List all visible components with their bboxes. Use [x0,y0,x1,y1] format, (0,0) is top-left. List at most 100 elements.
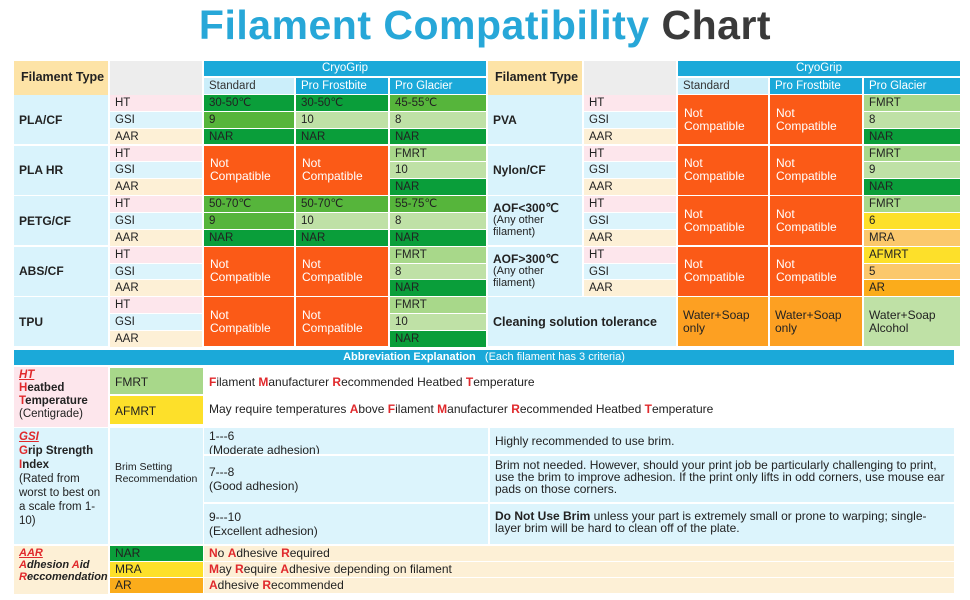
frost-value: 10 [296,111,388,128]
standard-header: Standard [678,78,768,94]
glac-value: 10 [390,162,486,179]
frost-not-compatible: Not Compatible [296,297,388,347]
frost-not-compatible: Not Compatible [770,145,862,195]
glac-value: AFMRT [864,246,960,263]
frost-not-compatible: Not Compatible [296,246,388,296]
header-spacer [584,61,676,95]
glac-value: NAR [864,128,960,145]
gsi-label: GSI [110,213,202,229]
glac-value: 45-55℃ [390,95,486,111]
glac-value: 5 [864,263,960,280]
filament-nylon_cf: Nylon/CF [488,145,582,195]
glac-value: 6 [864,213,960,229]
std-value: NAR [204,128,294,145]
aar-legend-label: AAR Adhesion Aid Reccomendation [14,546,108,594]
afmrt-description: May require temperatures Above Filament … [209,402,714,416]
std-not-compatible: Not Compatible [678,145,768,195]
std-not-compatible: Not Compatible [678,246,768,296]
cleaning-glacier: Water+Soap Alcohol [864,297,960,347]
filament-pla_cf: PLA/CF [14,95,108,144]
brand-header: CryoGrip [678,61,960,76]
pro-frostbite-header: Pro Frostbite [770,78,862,94]
cleaning-frostbite: Water+Soap only [770,297,862,347]
header-spacer [110,61,202,95]
frost-not-compatible: Not Compatible [296,145,388,195]
glac-value: 9 [864,162,960,179]
ht-label: HT [584,196,676,212]
frost-not-compatible: Not Compatible [770,95,862,144]
ht-label: HT [110,95,202,111]
glac-value: NAR [390,229,486,246]
pro-glacier-header: Pro Glacier [864,78,960,94]
glac-value: 55-75℃ [390,196,486,212]
filament-type-header: Filament Type [488,61,582,95]
frost-value: 50-70℃ [296,196,388,212]
nar-code: NAR [110,546,203,561]
std-value: 30-50℃ [204,95,294,111]
gsi-label: GSI [110,162,202,179]
filament-pva: PVA [488,95,582,144]
gsi-label: GSI [584,263,676,280]
aar-label: AAR [110,331,202,347]
ar-code: AR [110,578,203,593]
glac-value: FMRT [864,145,960,162]
glac-value: 8 [390,111,486,128]
std-not-compatible: Not Compatible [204,246,294,296]
glac-value: FMRT [390,246,486,263]
gsi-label: GSI [584,213,676,229]
std-value: 9 [204,213,294,229]
std-value: NAR [204,229,294,246]
abbreviation-header: Abbreviation Explanation (Each filament … [14,350,954,365]
ar-description: Adhesive Recommended [204,578,954,593]
aar-label: AAR [110,179,202,195]
frost-not-compatible: Not Compatible [770,246,862,296]
gsi-desc-1: Highly recommended to use brim. [490,428,954,454]
filament-pla_hr: PLA HR [14,145,108,195]
ht-label: HT [110,196,202,212]
mra-code: MRA [110,562,203,577]
brim-setting-label: Brim Setting Recommendation [110,428,203,544]
glac-value: AR [864,280,960,297]
fmrt-description: Filament Manufacturer Recommended Heatbe… [209,375,535,389]
ht-label: HT [584,95,676,111]
gsi-label: GSI [584,162,676,179]
std-not-compatible: Not Compatible [678,95,768,144]
std-not-compatible: Not Compatible [678,196,768,246]
filament-petg_cf: PETG/CF [14,196,108,246]
gsi-legend-label: GSI Grip Strength Index (Rated from wors… [14,428,108,544]
afmrt-code: AFMRT [110,396,203,424]
gsi-label: GSI [110,263,202,280]
standard-header: Standard [204,78,294,94]
gsi-desc-2: Brim not needed. However, should your pr… [490,456,954,502]
cleaning-standard: Water+Soap only [678,297,768,347]
frost-value: 30-50℃ [296,95,388,111]
filament-abs_cf: ABS/CF [14,246,108,296]
std-value: 9 [204,111,294,128]
gsi-range-2: 7---8 (Good adhesion) [204,456,488,502]
filament-aof_low: AOF<300℃ (Any other filament) [488,196,582,246]
ht-label: HT [584,145,676,162]
aar-label: AAR [584,229,676,246]
mra-description: May Require Adhesive depending on filame… [204,562,954,577]
glac-value: NAR [864,179,960,195]
gsi-label: GSI [110,314,202,330]
glac-value: NAR [390,331,486,347]
aar-label: AAR [584,179,676,195]
glac-value: FMRT [864,95,960,111]
ht-legend-label: HT Heatbed Temperature (Centigrade) [14,367,108,427]
std-not-compatible: Not Compatible [204,297,294,347]
page-title: Filament Compatibility Chart [198,2,772,48]
gsi-label: GSI [110,111,202,128]
std-value: 50-70℃ [204,196,294,212]
filament-tpu: TPU [14,297,108,347]
frost-not-compatible: Not Compatible [770,196,862,246]
gsi-range-3: 9---10 (Excellent adhesion) [204,504,488,544]
glac-value: FMRT [864,196,960,212]
ht-label: HT [110,246,202,263]
pro-frostbite-header: Pro Frostbite [296,78,388,94]
glac-value: 10 [390,314,486,330]
gsi-range-1: 1---6 (Moderate adhesion) [204,428,488,454]
gsi-label: GSI [584,111,676,128]
aar-label: AAR [110,280,202,297]
cleaning-solution-label: Cleaning solution tolerance [488,297,676,347]
